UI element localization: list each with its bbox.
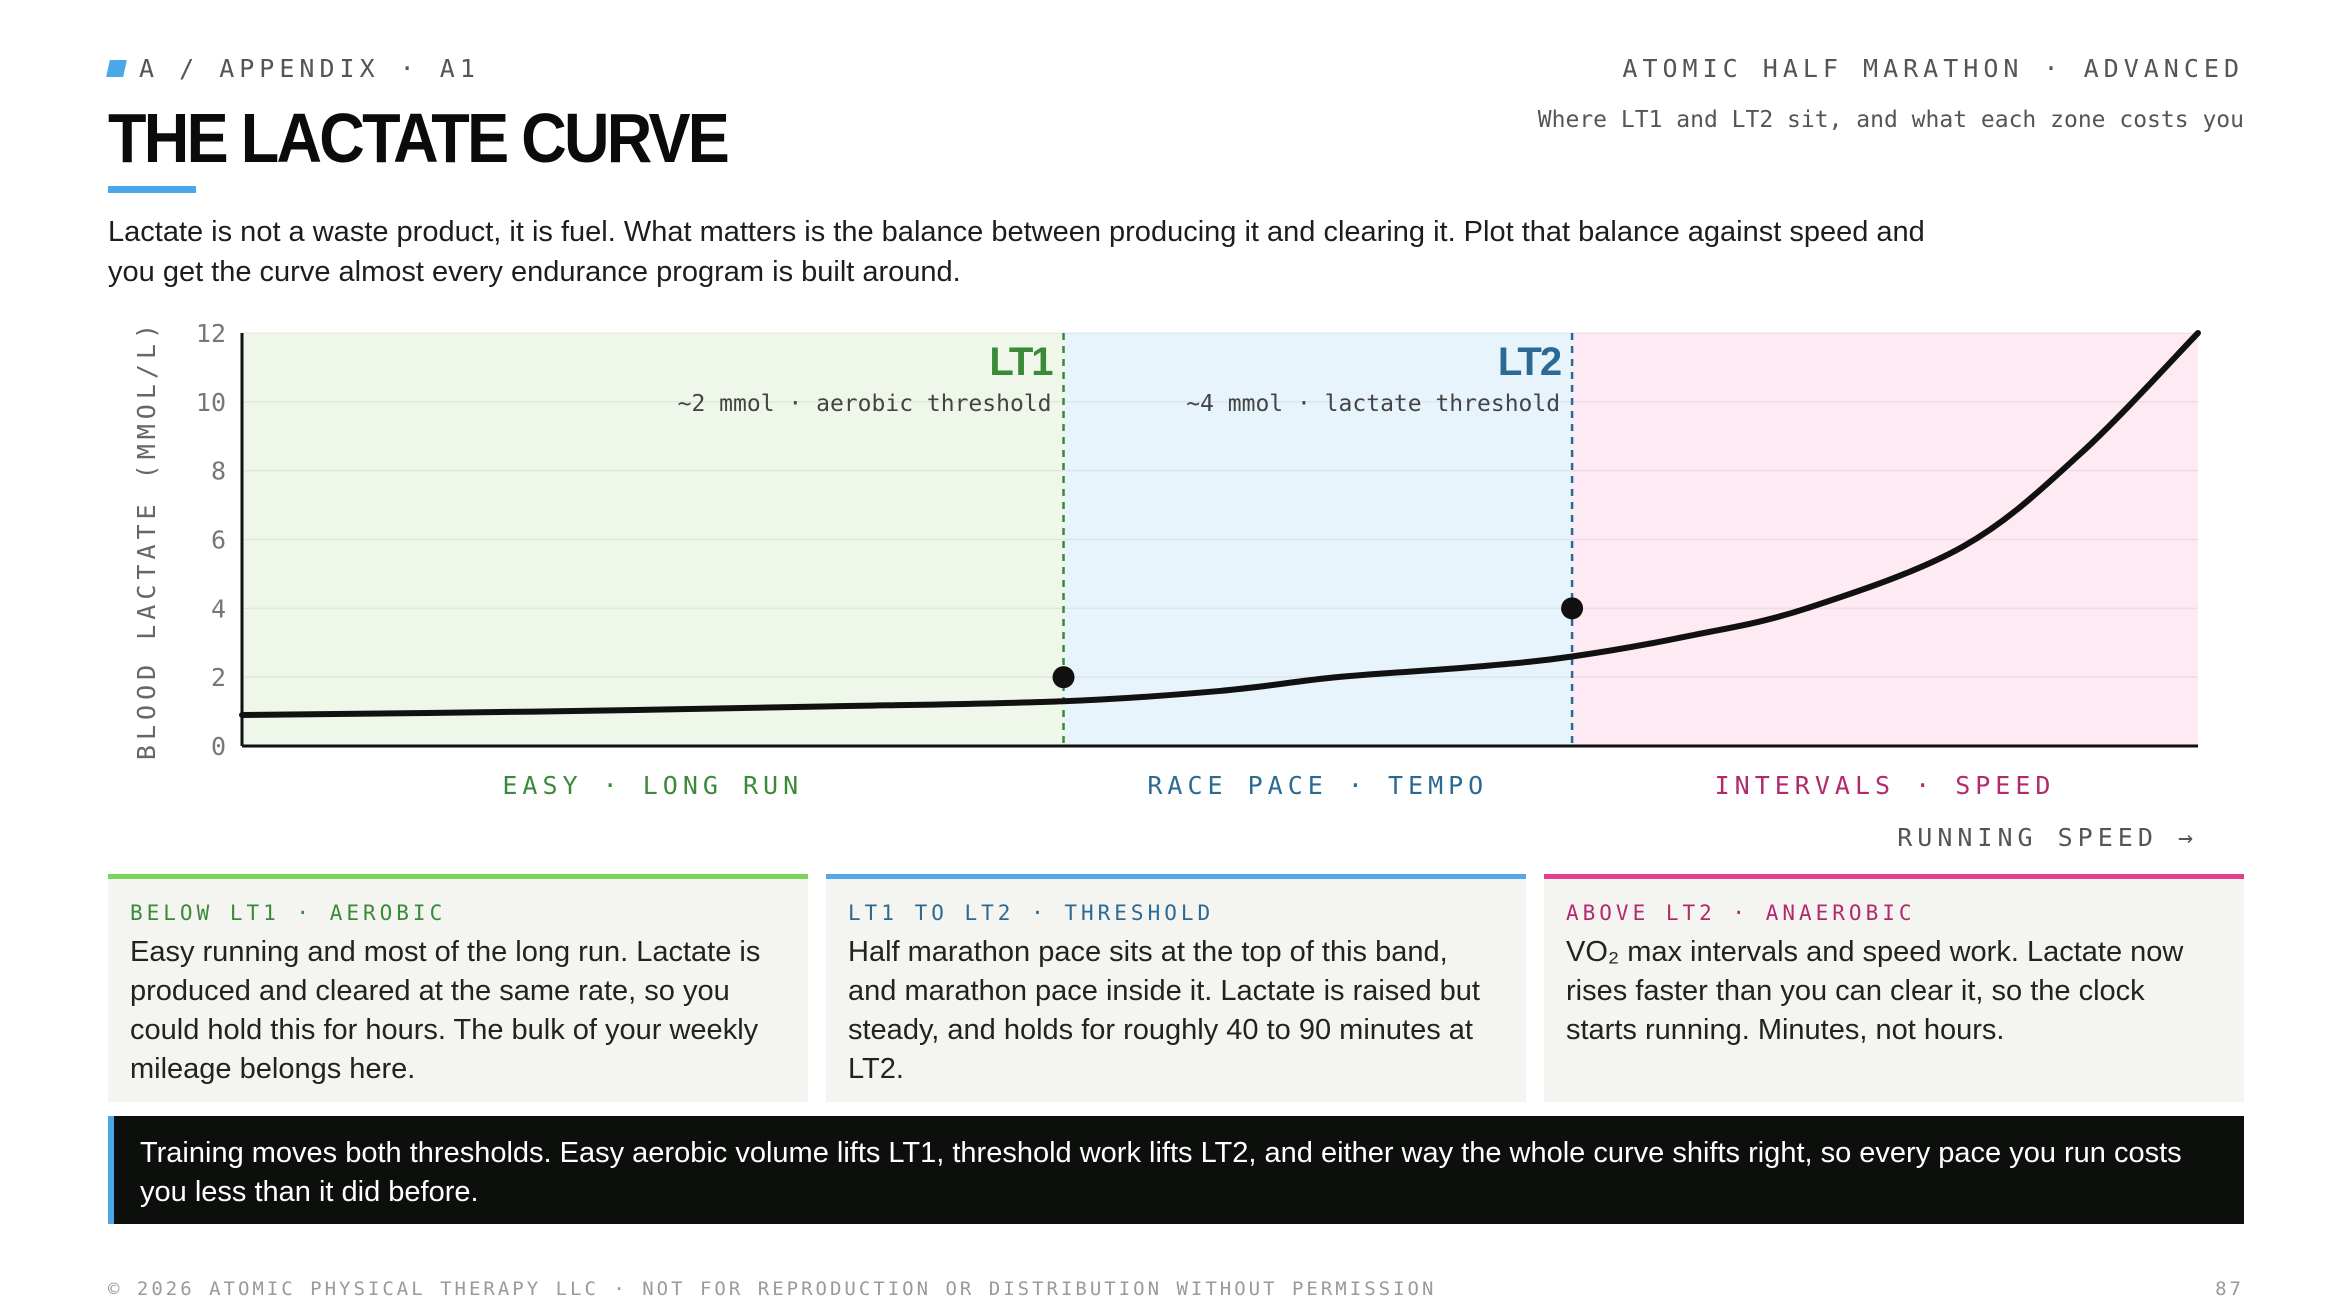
threshold-note: ~2 mmol · aerobic threshold <box>678 391 1052 417</box>
zone-label: EASY · LONG RUN <box>502 771 803 800</box>
y-tick-label: 8 <box>211 457 226 486</box>
threshold-point-lt2 <box>1561 597 1584 620</box>
y-tick-label: 6 <box>211 526 226 555</box>
title-underline <box>108 186 196 193</box>
zone-band-1 <box>242 333 1064 746</box>
zone-card-label: LT1 TO LT2 · THRESHOLD <box>848 901 1215 925</box>
y-tick-label: 0 <box>211 732 226 761</box>
callout-text: Training moves both thresholds. Easy aer… <box>140 1137 2182 1208</box>
zone-band-3 <box>1572 333 2198 746</box>
threshold-note: ~4 mmol · lactate threshold <box>1186 391 1560 417</box>
intro-paragraph: Lactate is not a waste product, it is fu… <box>108 216 1925 288</box>
y-tick-label: 12 <box>196 319 226 348</box>
threshold-label-lt2: LT2 <box>1498 340 1561 384</box>
zone-cards: BELOW LT1 · AEROBIC Easy running and mos… <box>108 874 2244 1102</box>
zone-label: INTERVALS · SPEED <box>1715 771 2056 800</box>
zone-card-aerobic: BELOW LT1 · AEROBIC Easy running and mos… <box>108 874 808 1102</box>
document-title: ATOMIC HALF MARATHON · ADVANCED <box>1622 54 2244 83</box>
y-tick-label: 10 <box>196 388 226 417</box>
zone-card-body: Easy running and most of the long run. L… <box>130 936 761 1085</box>
y-tick-label: 2 <box>211 663 226 692</box>
threshold-label-lt1: LT1 <box>989 340 1053 384</box>
breadcrumb: A / APPENDIX · A1 <box>106 54 480 83</box>
page-footer: © 2026 ATOMIC PHYSICAL THERAPY LLC · NOT… <box>108 1278 2244 1300</box>
zone-card-body: Half marathon pace sits at the top of th… <box>848 936 1480 1085</box>
page-title: THE LACTATE CURVE <box>108 99 730 177</box>
header-right: ATOMIC HALF MARATHON · ADVANCED Where LT… <box>1538 54 2244 133</box>
threshold-point-lt1 <box>1052 666 1075 689</box>
zone-label: RACE PACE · TEMPO <box>1147 771 1488 800</box>
lactate-curve <box>239 330 2201 719</box>
zone-card-body: VO₂ max intervals and speed work. Lactat… <box>1566 936 2184 1046</box>
copyright-notice: © 2026 ATOMIC PHYSICAL THERAPY LLC · NOT… <box>108 1278 1437 1300</box>
page-subtitle: Where LT1 and LT2 sit, and what each zon… <box>1537 107 2244 133</box>
zone-card-threshold: LT1 TO LT2 · THRESHOLD Half marathon pac… <box>826 874 1526 1102</box>
header-left: A / APPENDIX · A1 <box>106 54 480 83</box>
y-axis-label: BLOOD LACTATE (MMOL/L) <box>132 319 161 760</box>
key-takeaway-callout: Training moves both thresholds. Easy aer… <box>108 1116 2244 1224</box>
zone-card-anaerobic: ABOVE LT2 · ANAEROBIC VO₂ max intervals … <box>1544 874 2244 1102</box>
zone-card-label: ABOVE LT2 · ANAEROBIC <box>1566 901 1916 925</box>
breadcrumb-text: A / APPENDIX · A1 <box>139 54 480 83</box>
y-tick-label: 4 <box>211 594 226 623</box>
x-axis-label: RUNNING SPEED → <box>1897 823 2198 852</box>
page-number: 87 <box>2215 1278 2244 1300</box>
zone-card-label: BELOW LT1 · AEROBIC <box>130 901 447 925</box>
